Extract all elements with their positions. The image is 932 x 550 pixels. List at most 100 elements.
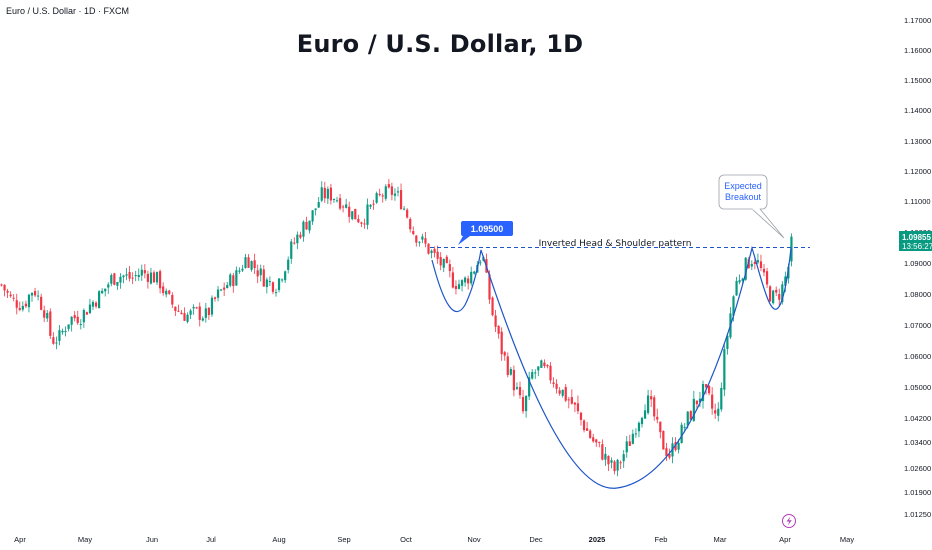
x-tick-label: May: [840, 535, 854, 544]
candle-body: [732, 296, 735, 316]
candle-body: [241, 268, 244, 271]
current-price-label: 1.09855: [902, 233, 931, 242]
candle-body: [412, 231, 415, 235]
candle-body: [268, 281, 271, 283]
candle-body: [281, 279, 284, 281]
inverted-head-shoulder-curve: [431, 245, 792, 489]
candle-body: [12, 297, 15, 299]
y-tick-label: 1.08000: [904, 290, 931, 299]
candle-body: [24, 303, 27, 307]
candle-body: [509, 368, 512, 375]
candle-body: [747, 259, 750, 269]
candle-body: [503, 352, 506, 356]
y-tick-label: 1.03400: [904, 438, 931, 447]
candle-body: [204, 308, 207, 318]
candle-body: [360, 222, 363, 224]
candle-body: [27, 294, 31, 308]
resistance-tag-label: 1.09500: [471, 224, 504, 234]
candle-body: [317, 202, 320, 208]
candle-body: [357, 218, 360, 223]
candle-body: [250, 261, 253, 270]
candle-body: [226, 284, 229, 289]
candle-body: [296, 234, 299, 244]
candle-body: [162, 286, 165, 293]
candle-body: [698, 398, 702, 403]
candle-body: [528, 377, 531, 397]
candle-body: [464, 277, 467, 283]
candle-body: [582, 420, 586, 431]
candle-body: [55, 342, 58, 344]
y-tick-label: 1.16000: [904, 46, 931, 55]
candle-body: [177, 310, 180, 312]
candle-body: [67, 324, 70, 329]
candle-body: [613, 461, 616, 472]
candle-body: [265, 279, 268, 288]
lightning-icon[interactable]: [782, 514, 796, 528]
candle-body: [680, 424, 683, 444]
candle-body: [399, 190, 403, 210]
callout-box: [718, 174, 768, 210]
candle-body: [64, 331, 67, 333]
candle-body: [366, 204, 369, 225]
candle-body: [216, 289, 220, 298]
candle-body: [320, 187, 323, 201]
candle-body: [567, 399, 570, 401]
x-tick-label: Dec: [529, 535, 543, 544]
candle-body: [396, 191, 400, 193]
candle-body: [198, 306, 201, 320]
annotations-group: Inverted Head & Shoulder pattern 1.09500 E…: [458, 174, 932, 251]
y-tick-label: 1.11000: [904, 197, 931, 206]
candle-body: [750, 263, 753, 267]
candle-body: [149, 272, 153, 284]
candle-body: [753, 261, 756, 264]
candle-body: [778, 294, 781, 300]
candle-body: [643, 410, 647, 419]
candle-body: [406, 209, 409, 218]
candle-body: [521, 397, 525, 412]
candle-body: [421, 236, 424, 240]
candle-body: [256, 270, 259, 277]
resistance-tag: [461, 221, 513, 236]
candle-body: [683, 426, 686, 428]
candle-body: [769, 286, 772, 302]
pattern-group: [430, 245, 810, 489]
candle-body: [735, 280, 738, 296]
candle-body: [128, 272, 131, 279]
candle-body: [46, 312, 49, 319]
candle-body: [116, 282, 119, 286]
candle-body: [274, 292, 278, 294]
candle-body: [558, 390, 561, 394]
candle-body: [125, 274, 128, 276]
x-tick-label: May: [78, 535, 92, 544]
candle-body: [640, 417, 644, 425]
candle-body: [427, 243, 430, 254]
x-tick-label: Feb: [655, 535, 668, 544]
candle-body: [619, 462, 622, 464]
candle-body: [18, 308, 21, 310]
candle-body: [262, 269, 265, 287]
candle-body: [235, 270, 238, 286]
candle-body: [506, 356, 509, 375]
candle-body: [79, 323, 82, 325]
candle-body: [52, 337, 55, 344]
candle-body: [195, 307, 198, 309]
candle-body: [717, 408, 720, 416]
candle-body: [775, 289, 778, 293]
candle-body: [284, 271, 287, 281]
candle-body: [308, 220, 311, 231]
candle-body: [579, 412, 583, 420]
callout-line1: Expected: [724, 181, 762, 191]
candle-body: [610, 460, 613, 463]
x-tick-label: Mar: [714, 535, 727, 544]
y-tick-label: 1.12000: [904, 167, 931, 176]
x-tick-label: Nov: [467, 535, 481, 544]
candle-body: [662, 431, 665, 450]
candle-body: [363, 223, 366, 225]
x-tick-label: Oct: [400, 535, 413, 544]
candle-body: [85, 312, 88, 315]
candle-body: [711, 394, 714, 409]
candle-body: [549, 365, 552, 381]
candle-body: [186, 314, 189, 322]
candle-body: [305, 221, 308, 230]
